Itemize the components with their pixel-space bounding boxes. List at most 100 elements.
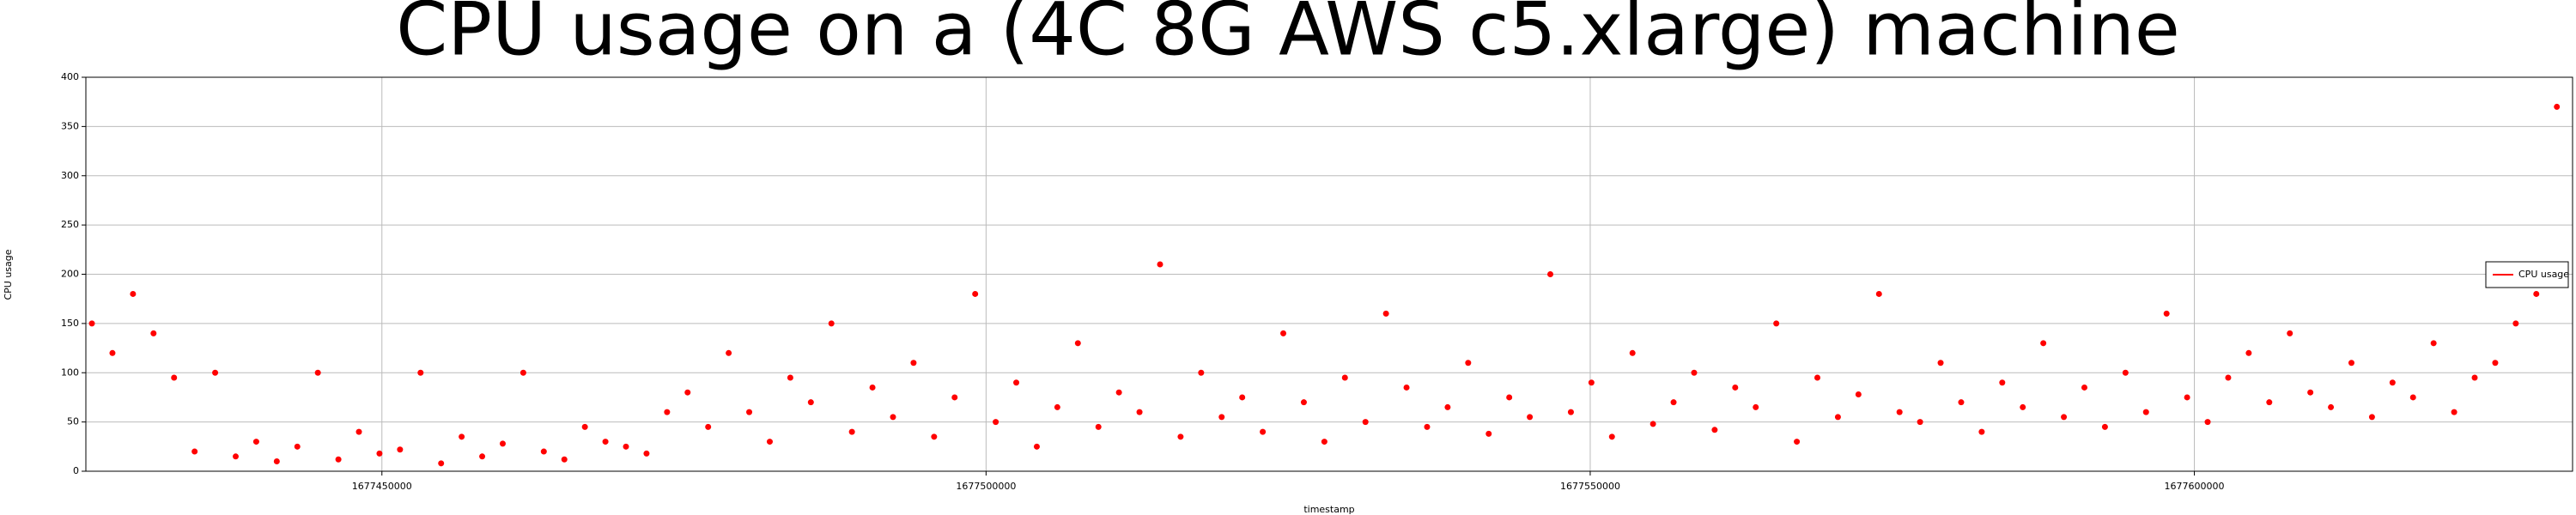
point (2328, 403, 2335, 410)
point (2245, 349, 2252, 356)
point (807, 399, 814, 406)
point (479, 453, 486, 460)
point (1362, 419, 1369, 426)
point (1403, 384, 1410, 391)
point (951, 394, 958, 401)
point (890, 414, 896, 421)
point (2471, 374, 2478, 381)
y-tick-label: 200 (61, 269, 79, 280)
point (1527, 414, 1534, 421)
point (869, 384, 876, 391)
y-axis-label: CPU usage (3, 249, 14, 300)
point (1074, 340, 1081, 347)
point (1054, 403, 1060, 410)
point (1608, 433, 1615, 440)
point (171, 374, 178, 381)
point (499, 440, 506, 447)
point (1547, 271, 1554, 277)
point (1013, 379, 1020, 386)
point (643, 450, 650, 457)
point (191, 448, 198, 455)
point (397, 446, 404, 453)
y-tick-label: 100 (61, 367, 79, 378)
point (2061, 414, 2068, 421)
point (150, 330, 157, 336)
point (459, 433, 465, 440)
point (1280, 330, 1287, 336)
point (2533, 290, 2540, 297)
y-tick-label: 150 (61, 318, 79, 329)
point (438, 460, 445, 467)
point (1506, 394, 1513, 401)
point (212, 369, 219, 376)
point (1321, 439, 1327, 445)
point (1239, 394, 1246, 401)
point (1198, 369, 1205, 376)
point (1629, 349, 1636, 356)
point (746, 409, 753, 415)
point (705, 423, 712, 430)
point (726, 349, 732, 356)
point (355, 428, 362, 435)
point (1567, 409, 1574, 415)
point (417, 369, 424, 376)
point (1485, 430, 1492, 437)
point (519, 369, 526, 376)
point (2430, 340, 2437, 347)
point (1814, 374, 1821, 381)
point (2101, 423, 2108, 430)
legend-label: CPU usage (2518, 269, 2569, 280)
point (2142, 409, 2149, 415)
point (1691, 369, 1698, 376)
point (664, 409, 671, 415)
point (88, 320, 95, 327)
point (1341, 374, 1348, 381)
x-tick-label: 1677600000 (2165, 481, 2225, 492)
point (1794, 439, 1801, 445)
point (1588, 379, 1595, 386)
y-tick-label: 250 (61, 219, 79, 230)
point (1753, 403, 1759, 410)
point (993, 419, 999, 426)
point (1978, 428, 1985, 435)
point (1649, 421, 1656, 427)
point (2204, 419, 2211, 426)
y-tick-label: 400 (61, 71, 79, 82)
point (1382, 310, 1389, 317)
point (766, 439, 773, 445)
point (787, 374, 793, 381)
point (2451, 409, 2458, 415)
y-tick-label: 350 (61, 120, 79, 131)
point (2163, 310, 2170, 317)
point (1670, 399, 1677, 406)
point (1465, 360, 1472, 367)
point (232, 453, 239, 460)
point (335, 456, 342, 463)
point (910, 360, 917, 367)
point (1958, 399, 1965, 406)
point (294, 443, 301, 450)
point (2122, 369, 2129, 376)
point (1875, 290, 1882, 297)
point (1711, 427, 1718, 433)
y-tick-label: 50 (67, 416, 79, 427)
point (2368, 414, 2375, 421)
point (602, 439, 609, 445)
point (2287, 330, 2293, 336)
point (1177, 433, 1184, 440)
point (109, 349, 116, 356)
point (1896, 409, 1903, 415)
point (623, 443, 629, 450)
point (1424, 423, 1431, 430)
point (1937, 360, 1944, 367)
point (1033, 443, 1040, 450)
point (2225, 374, 2232, 381)
x-axis-label: timestamp (1303, 504, 1354, 515)
point (1855, 391, 1862, 397)
x-tick-label: 1677500000 (956, 481, 1016, 492)
point (1732, 384, 1739, 391)
point (2040, 340, 2047, 347)
point (1773, 320, 1780, 327)
point (2512, 320, 2519, 327)
